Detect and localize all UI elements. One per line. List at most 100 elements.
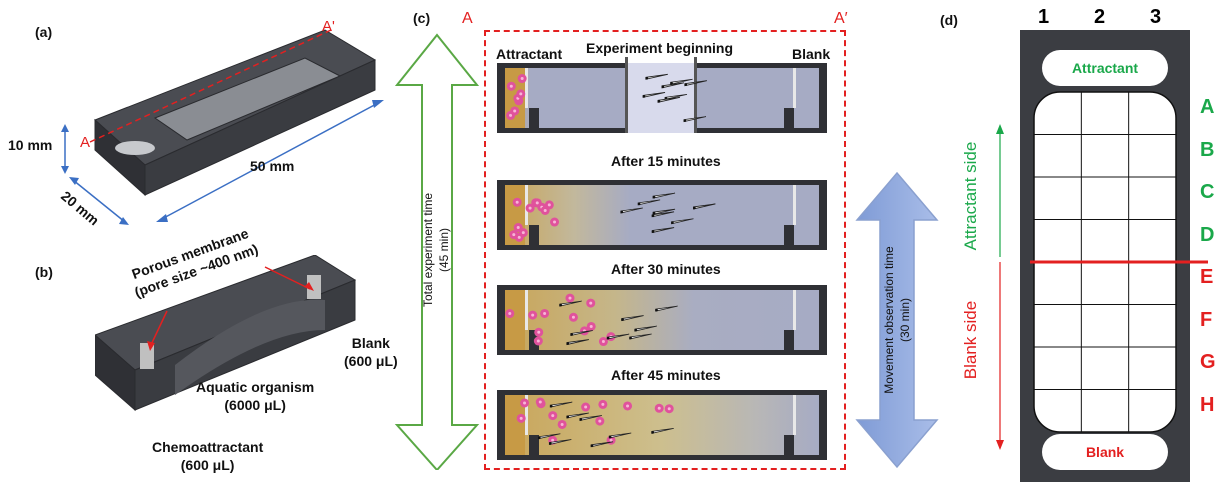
row-label-a: A — [1200, 96, 1215, 118]
row-label-e: E — [1200, 266, 1214, 288]
organism-eye — [538, 436, 541, 440]
row-label-g: G — [1200, 351, 1216, 373]
attractant-reservoir — [505, 290, 525, 350]
observation-grid — [1030, 91, 1208, 433]
organism-eye — [655, 308, 658, 312]
particle-core — [531, 313, 535, 317]
particle-core — [598, 419, 602, 423]
organism-eye — [549, 442, 552, 445]
device-3d-model — [61, 29, 384, 225]
organism-eye — [684, 83, 688, 87]
particle-core — [536, 339, 540, 343]
attractant-well: Attractant — [1042, 50, 1168, 86]
organism-eye — [570, 333, 574, 336]
chamber-fluid — [505, 185, 819, 245]
column-header-2: 2 — [1094, 6, 1106, 28]
panel-d-letter: (d) — [940, 12, 958, 28]
right-membrane — [793, 68, 796, 108]
left-membrane — [525, 68, 528, 108]
organism-eye — [657, 100, 661, 103]
organism-eye — [608, 435, 612, 439]
attractant-header: Attractant — [496, 46, 563, 62]
row-label-d: D — [1200, 223, 1215, 246]
particle-core — [535, 201, 539, 205]
stage-4-title: After 45 minutes — [611, 367, 721, 383]
aquatic-organism-label: Aquatic organism (6000 μL) — [196, 379, 315, 413]
particle-core — [551, 414, 555, 418]
organism-eye — [637, 202, 641, 206]
particle-core — [667, 407, 671, 411]
movement-time-arrow — [855, 171, 939, 469]
particle-core — [551, 438, 555, 442]
particle-core — [521, 231, 525, 235]
particle-core — [508, 312, 512, 316]
particle-core — [584, 405, 588, 409]
column-header-3: 3 — [1150, 6, 1162, 28]
particle-core — [601, 340, 605, 344]
chamber-fluid — [505, 395, 819, 455]
movement-time-label: Movement observation time (30 min) — [882, 246, 912, 394]
particle-core — [519, 416, 523, 420]
organism-eye — [606, 336, 610, 340]
stage-1-title: Experiment beginning — [586, 40, 734, 56]
row-label-c: C — [1200, 181, 1215, 203]
particle-core — [543, 311, 547, 315]
row-label-b: B — [1200, 138, 1215, 161]
attractant-side-label: Attractant side — [961, 141, 980, 251]
particle-core — [523, 401, 527, 405]
particle-core — [509, 84, 513, 88]
particle-core — [538, 400, 542, 404]
row-label-f: F — [1200, 308, 1213, 331]
organism-eye — [559, 303, 562, 307]
left-membrane — [525, 185, 528, 225]
left-post — [529, 108, 539, 128]
blank-side-label: Blank side — [961, 300, 980, 380]
right-gate — [694, 57, 697, 133]
panel-a-section-start: A — [80, 134, 91, 151]
organism-eye — [549, 404, 553, 408]
total-time-arrow — [394, 33, 480, 470]
particle-core — [589, 301, 593, 305]
chemoattractant-label: Chemoattractant (600 μL) — [152, 439, 264, 473]
length-dimension-label: 50 mm — [250, 158, 295, 174]
organism-eye — [683, 119, 687, 122]
particle-core — [520, 77, 524, 81]
organism-eye — [566, 342, 570, 345]
particle-core — [547, 203, 551, 207]
particle-core — [553, 220, 557, 224]
attractant-reservoir — [505, 395, 525, 455]
particle-core — [516, 226, 520, 230]
particle-core — [528, 206, 532, 210]
organism-eye — [629, 336, 632, 340]
left-membrane — [525, 395, 528, 435]
particle-core — [515, 200, 519, 204]
loading-compartment — [627, 63, 695, 133]
right-membrane — [793, 185, 796, 225]
particle-core — [560, 422, 564, 426]
row-label-h: H — [1200, 393, 1215, 416]
particle-core — [517, 235, 521, 239]
left-gate — [625, 57, 628, 133]
cross-section-frame — [484, 30, 846, 470]
left-membrane — [525, 290, 528, 330]
organism-eye — [652, 211, 656, 215]
organism-eye — [579, 418, 583, 421]
height-dimension-label: 10 mm — [8, 137, 53, 153]
organism-eye — [620, 210, 624, 214]
panel-a-section-end: A' — [322, 18, 335, 35]
particle-core — [537, 330, 541, 334]
particle-core — [519, 92, 523, 96]
particle-core — [601, 402, 605, 406]
left-post — [529, 435, 539, 455]
organism-eye — [590, 444, 594, 448]
right-post — [784, 225, 794, 245]
particle-core — [568, 296, 572, 300]
organism-eye — [621, 318, 624, 321]
particle-core — [513, 109, 517, 113]
right-membrane — [793, 395, 796, 435]
right-post — [784, 435, 794, 455]
blank-volume-label: Blank (600 μL) — [344, 335, 398, 369]
organism-eye — [566, 415, 570, 419]
particle-core — [626, 404, 630, 408]
panel-c-section-start: A — [462, 10, 473, 27]
